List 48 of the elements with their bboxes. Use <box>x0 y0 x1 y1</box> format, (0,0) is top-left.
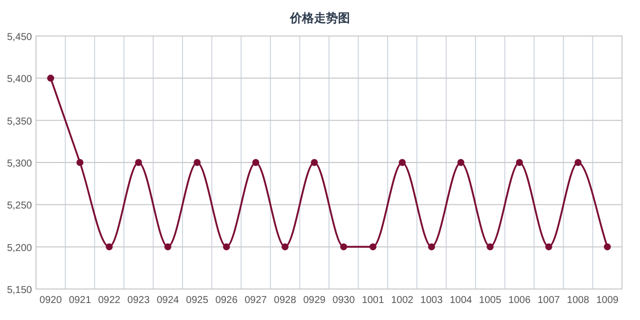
point <box>282 243 289 250</box>
point <box>369 243 376 250</box>
point <box>340 243 348 250</box>
x-tick-label: 0923 <box>127 295 150 306</box>
x-tick-label: 1007 <box>538 295 560 306</box>
x-tick-label: 0922 <box>98 295 121 306</box>
x-tick-label: 1001 <box>362 295 385 306</box>
chart-title: 价格走势图 <box>289 11 350 25</box>
x-tick-label: 1005 <box>479 295 502 306</box>
x-tick-label: 0921 <box>68 295 92 306</box>
y-tick-label: 5,150 <box>6 285 32 296</box>
x-tick-label: 1006 <box>508 295 532 306</box>
point <box>164 243 172 250</box>
point <box>135 159 142 166</box>
y-tick-label: 5,250 <box>6 200 32 212</box>
x-tick-label: 1008 <box>566 295 590 306</box>
y-tick-label: 5,450 <box>6 32 32 43</box>
x-tick-label: 0929 <box>303 295 326 306</box>
x-tick-label: 1003 <box>420 295 444 306</box>
x-tick-label: 1004 <box>450 295 472 306</box>
y-tick-label: 5,350 <box>6 116 32 128</box>
point <box>428 243 436 250</box>
point <box>194 159 201 166</box>
x-tick-label: 0926 <box>215 295 238 306</box>
x-tick-label: 0930 <box>332 295 356 306</box>
x-tick-label: 0925 <box>186 295 209 306</box>
point <box>106 243 113 250</box>
point <box>545 243 552 250</box>
y-tick-label: 5,400 <box>6 74 32 86</box>
point <box>222 243 230 250</box>
x-tick-label: 0924 <box>156 295 180 306</box>
point <box>47 74 54 82</box>
point <box>486 243 494 250</box>
x-tick-label: 1002 <box>391 295 414 306</box>
point <box>604 243 611 250</box>
point <box>76 159 84 166</box>
x-tick-label: 0928 <box>274 295 297 306</box>
point <box>310 159 318 166</box>
point <box>252 159 260 166</box>
point <box>516 159 523 166</box>
y-tick-label: 5,300 <box>6 158 32 170</box>
point <box>457 159 464 166</box>
x-tick-label: 0920 <box>40 295 62 306</box>
point <box>574 159 582 166</box>
x-tick-label: 1009 <box>596 295 619 306</box>
y-tick-label: 5,200 <box>6 242 32 254</box>
point <box>398 159 406 166</box>
x-tick-label: 0927 <box>244 295 268 306</box>
